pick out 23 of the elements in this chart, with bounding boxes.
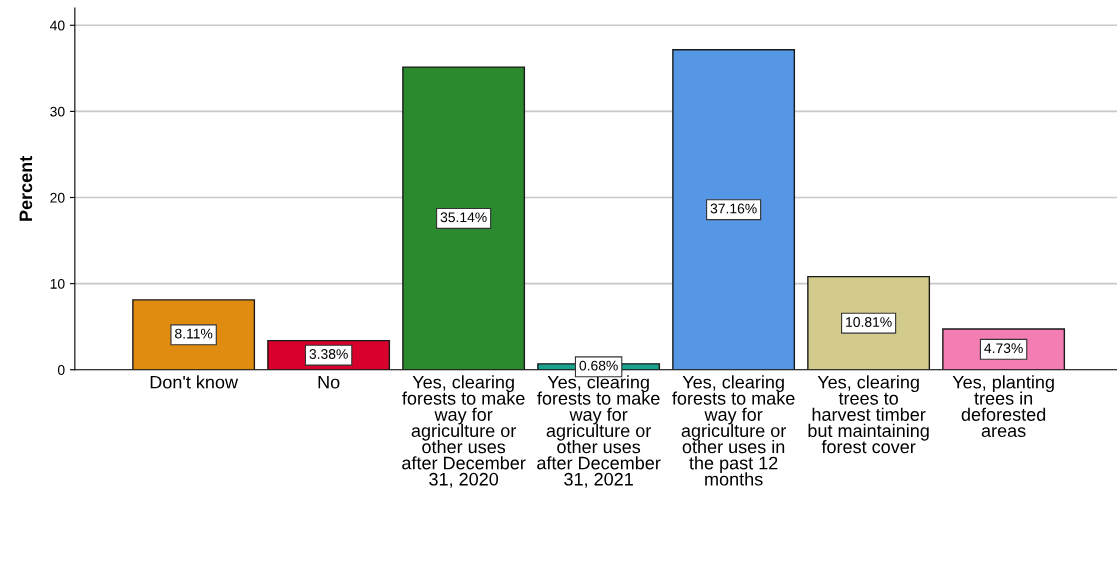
bar: [807, 275, 931, 370]
x-tick-label: No: [318, 375, 340, 389]
x-tick-label: Yes, clearing forests to make way for agriculture or other uses after December 31, 2021: [537, 375, 661, 488]
y-tick-label: 20: [50, 192, 65, 203]
bar: [672, 49, 796, 370]
y-axis-title: Percent: [19, 155, 33, 221]
bar: [402, 66, 526, 370]
data-label: 37.16%: [710, 203, 757, 214]
y-tick-label: 0: [57, 365, 65, 375]
data-label: 4.73%: [984, 343, 1023, 354]
data-label: 0.68%: [579, 360, 618, 371]
x-tick-label: Yes, clearing trees to harvest timber but maintaining forest cover: [808, 375, 929, 454]
x-tick-label: Don't know: [150, 375, 239, 389]
data-label: 8.11%: [175, 328, 213, 339]
data-label: 3.38%: [309, 349, 348, 359]
x-tick-label: Yes, planting trees in deforested areas: [952, 375, 1054, 438]
x-tick-label: Yes, clearing forests to make way for agriculture or other uses after December 31, 2020: [402, 375, 526, 488]
data-label: 10.81%: [846, 317, 892, 327]
y-tick-label: 30: [50, 106, 65, 117]
x-tick-label: Yes, clearing forests to make way for agriculture or other uses in the past 12 months: [672, 375, 795, 486]
y-tick-label: 10: [50, 278, 65, 289]
data-label: 35.14%: [440, 212, 487, 223]
y-tick-label: 40: [49, 20, 65, 31]
